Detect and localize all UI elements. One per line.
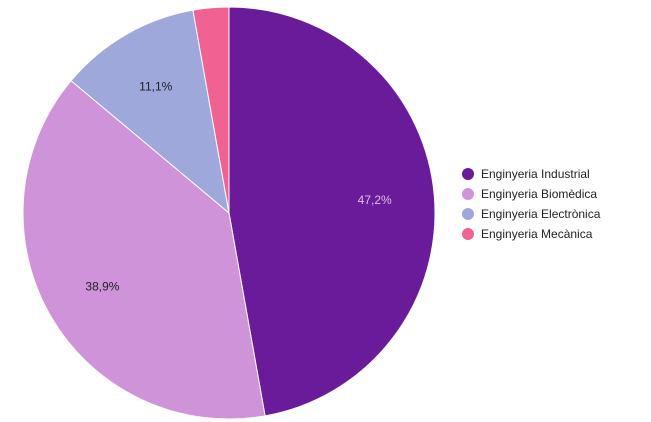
legend-item-enginyeria-industrial: Enginyeria Industrial	[462, 166, 647, 181]
legend-swatch-icon	[462, 228, 474, 241]
pie-slice-enginyeria-mecanica	[192, 6, 230, 214]
legend-label: Enginyeria Biomèdica	[481, 186, 598, 201]
legend-label: Enginyeria Mecànica	[481, 227, 593, 242]
legend-label: Enginyeria Electrònica	[481, 207, 601, 222]
legend-label: Enginyeria Industrial	[481, 166, 590, 181]
legend-item-enginyeria-mecanica: Enginyeria Mecànica	[462, 227, 647, 242]
pie-slice-enginyeria-biomedica	[22, 79, 266, 420]
legend-swatch-icon	[462, 208, 474, 221]
pie-slice-enginyeria-electronica	[70, 9, 230, 215]
legend-item-enginyeria-electronica: Enginyeria Electrònica	[462, 207, 647, 222]
legend-item-enginyeria-biomedica: Enginyeria Biomèdica	[462, 186, 647, 201]
legend-swatch-icon	[462, 167, 474, 180]
data-label-enginyeria-electronica: 11,1%	[139, 79, 172, 93]
legend-swatch-icon	[462, 187, 474, 200]
data-label-enginyeria-industrial: 47,2%	[358, 193, 392, 207]
pie-slices	[22, 6, 436, 420]
pie-data-labels: 47,2% 38,9% 11,1%	[85, 79, 392, 293]
data-label-enginyeria-biomedica: 38,9%	[85, 279, 119, 293]
chart-legend: Enginyeria Industrial Enginyeria Biomèdic…	[462, 166, 647, 247]
pie-slice-enginyeria-industrial	[228, 6, 436, 417]
